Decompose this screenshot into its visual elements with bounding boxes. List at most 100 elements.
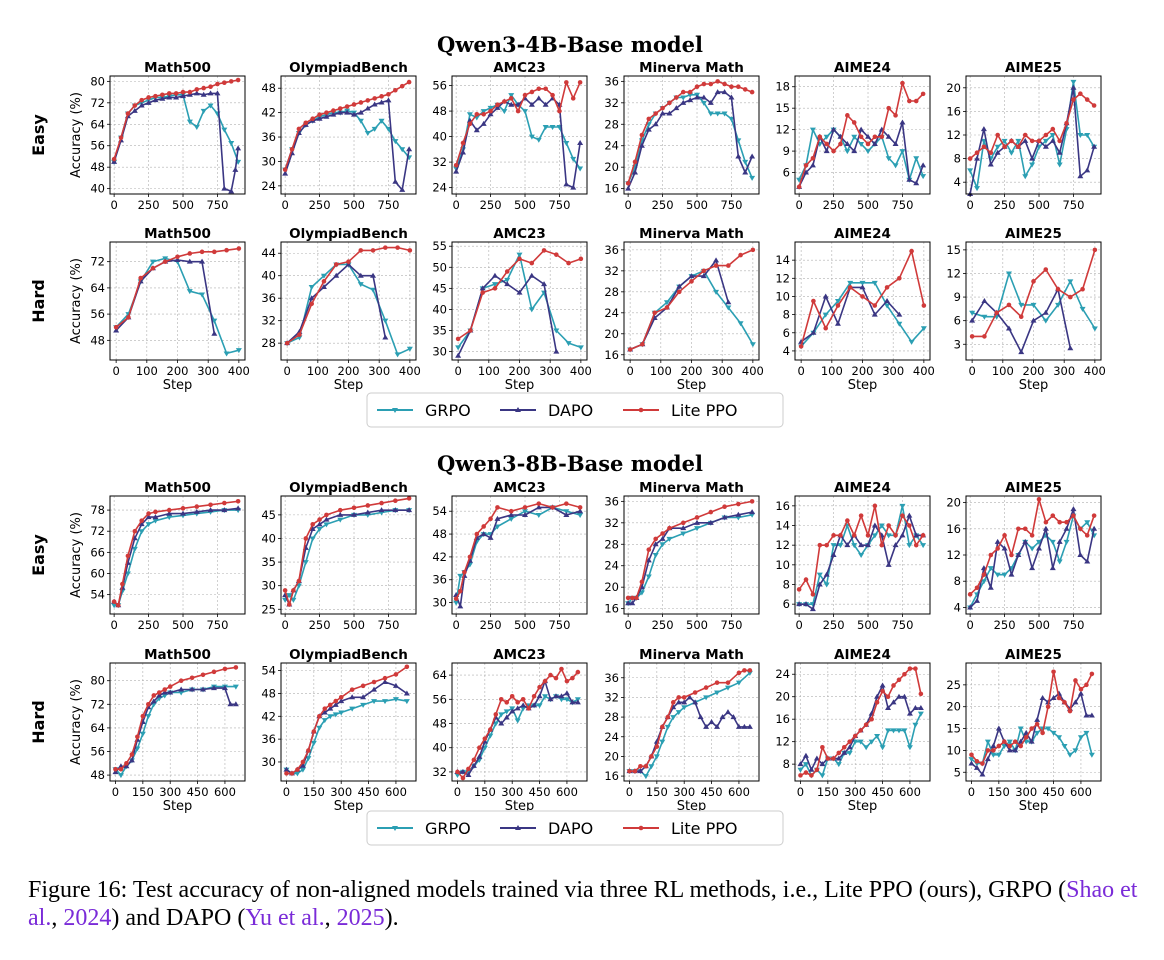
citation-yu-year[interactable]: 2025 (336, 905, 385, 931)
marker-dapo (890, 699, 897, 705)
marker-lite-ppo (327, 702, 333, 708)
marker-dapo (145, 514, 152, 520)
marker-lite-ppo (321, 279, 327, 284)
y-tick-label: 56 (90, 745, 105, 759)
marker-grpo (528, 307, 535, 313)
marker-lite-ppo (891, 683, 896, 688)
marker-grpo (152, 518, 159, 524)
marker-dapo (465, 771, 472, 777)
citation-shao[interactable]: Shao et al. (28, 877, 1138, 931)
marker-grpo (879, 745, 886, 751)
marker-lite-ppo (537, 684, 542, 690)
marker-dapo (906, 176, 913, 182)
marker-lite-ppo (529, 260, 535, 266)
marker-lite-ppo (680, 89, 686, 95)
marker-dapo (480, 120, 487, 126)
marker-grpo (1049, 133, 1056, 138)
chart-panel-math500: 0 250 500 750 40 48 56 64 72 80 Math500 (90, 60, 246, 212)
marker-lite-ppo (317, 517, 322, 522)
y-tick-label: 48 (432, 104, 447, 118)
marker-dapo (629, 600, 636, 606)
marker-dapo (834, 320, 841, 326)
x-tick-label: 500 (514, 618, 536, 632)
marker-dapo (749, 153, 756, 159)
marker-lite-ppo (517, 256, 522, 262)
marker-lite-ppo (736, 501, 741, 507)
marker-lite-ppo (132, 103, 138, 108)
marker-lite-ppo (796, 184, 802, 190)
marker-dapo (1077, 690, 1084, 696)
marker-dapo (981, 298, 988, 303)
chart-panel-aime25: 0 150 300 450 600 5 10 15 20 25 AIME25 (946, 647, 1102, 799)
marker-lite-ppo (1050, 126, 1056, 132)
marker-grpo (235, 348, 242, 354)
marker-dapo (323, 113, 330, 119)
marker-lite-ppo (920, 533, 926, 538)
y-tick-label: 50 (432, 260, 447, 274)
marker-lite-ppo (726, 263, 731, 268)
series-line-dapo (969, 508, 1095, 608)
marker-grpo (1017, 726, 1024, 732)
marker-grpo (320, 273, 327, 279)
series-dapo (111, 90, 242, 194)
marker-grpo (725, 305, 732, 311)
marker-dapo (987, 584, 994, 590)
marker-grpo (823, 582, 830, 588)
x-axis-label: Step (848, 378, 878, 393)
marker-lite-ppo (344, 104, 350, 109)
marker-lite-ppo (365, 503, 371, 508)
marker-grpo (200, 108, 207, 114)
marker-dapo (652, 541, 659, 547)
marker-grpo (1063, 539, 1070, 545)
y-tick-label: 36 (604, 671, 619, 685)
chart-panel-aime24: 0 100 200 300 400 4 6 8 10 12 14 AIME24 (775, 226, 934, 378)
marker-lite-ppo (1009, 138, 1014, 144)
marker-dapo (746, 723, 753, 729)
y-tick-label: 54 (432, 504, 447, 518)
marker-lite-ppo (233, 665, 239, 670)
y-tick-label: 54 (90, 588, 105, 602)
marker-lite-ppo (146, 702, 151, 707)
plot-frame (109, 75, 246, 195)
citation-shao-year[interactable]: 2024 (63, 905, 112, 931)
marker-lite-ppo (212, 249, 217, 255)
marker-grpo (892, 163, 899, 169)
y-tick-label: 56 (90, 139, 105, 153)
y-tick-label: 28 (604, 710, 619, 724)
x-tick-label: 150 (988, 785, 1010, 799)
marker-grpo (520, 706, 527, 712)
marker-grpo (166, 515, 173, 521)
citation-yu[interactable]: Yu et al. (245, 905, 325, 931)
marker-lite-ppo (845, 113, 850, 118)
marker-grpo (714, 690, 721, 696)
marker-grpo (659, 542, 666, 548)
marker-dapo (113, 327, 120, 333)
marker-dapo (552, 693, 559, 699)
marker-lite-ppo (694, 515, 700, 520)
x-tick-label: 400 (913, 364, 935, 378)
marker-lite-ppo (803, 577, 809, 582)
marker-grpo (1070, 79, 1077, 85)
marker-dapo (536, 693, 543, 699)
marker-grpo (1061, 744, 1068, 750)
marker-grpo (1079, 306, 1086, 312)
marker-lite-ppo (393, 87, 398, 93)
marker-grpo (536, 703, 543, 709)
marker-lite-ppo (370, 248, 376, 253)
marker-grpo (830, 543, 837, 549)
series-line-grpo (627, 94, 753, 184)
y-tick-label: 30 (261, 579, 276, 593)
marker-dapo (166, 510, 173, 516)
marker-dapo (323, 516, 330, 522)
marker-dapo (282, 170, 289, 176)
marker-lite-ppo (215, 81, 220, 87)
x-tick-label: 500 (1028, 618, 1050, 632)
x-tick-label: 250 (994, 198, 1016, 212)
marker-lite-ppo (178, 678, 184, 683)
marker-grpo (310, 740, 317, 746)
marker-lite-ppo (713, 263, 719, 268)
series-line-grpo (114, 509, 239, 607)
marker-lite-ppo (627, 347, 633, 352)
series-grpo (453, 505, 584, 606)
marker-lite-ppo (1029, 138, 1035, 144)
